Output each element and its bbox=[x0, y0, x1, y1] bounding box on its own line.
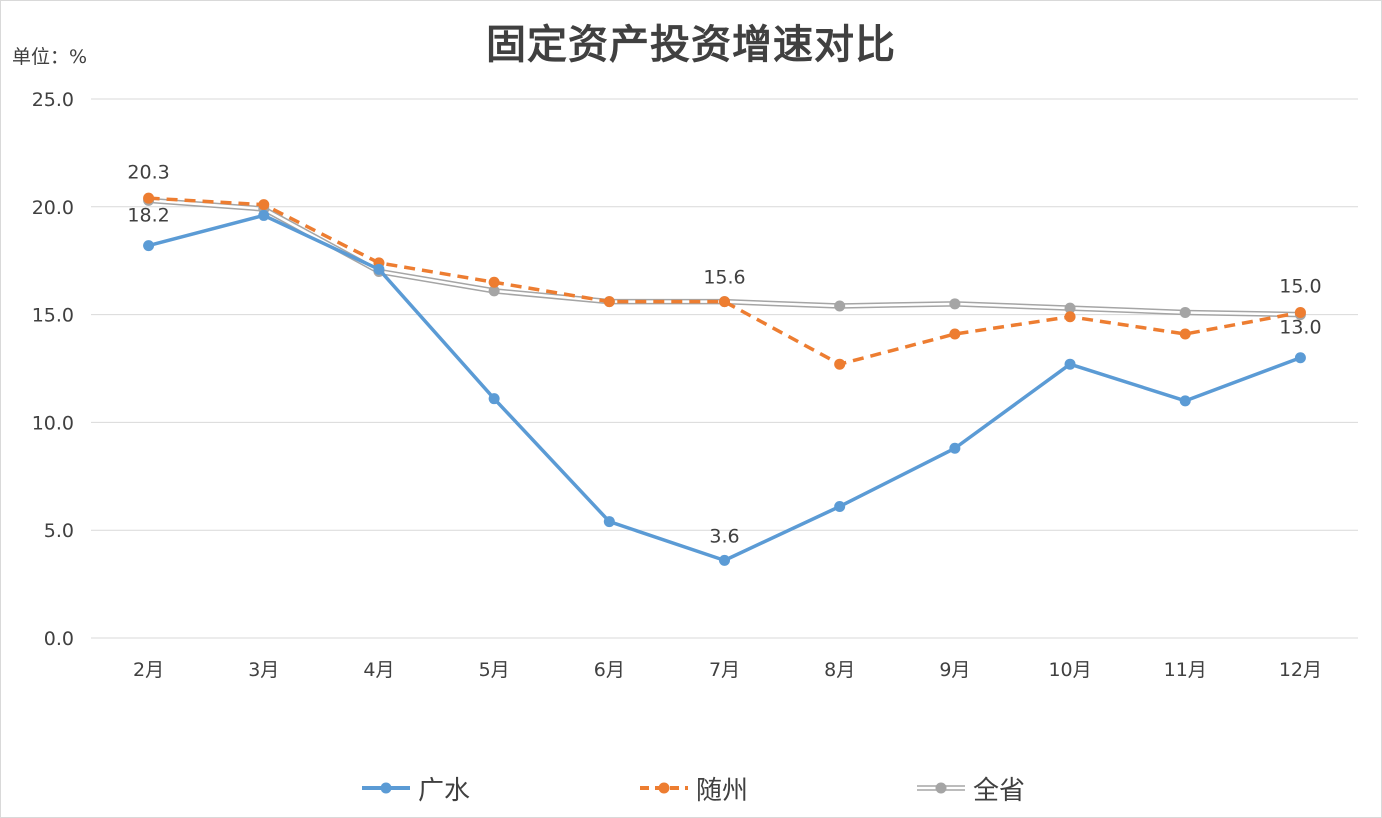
data-point bbox=[1064, 311, 1076, 323]
data-point bbox=[488, 393, 500, 405]
data-point bbox=[834, 300, 846, 312]
legend-label-quansheng: 全省 bbox=[973, 775, 1026, 806]
data-label: 13.0 bbox=[1279, 317, 1321, 339]
data-point bbox=[488, 276, 500, 288]
data-point bbox=[1294, 352, 1306, 364]
y-tick-label: 25.0 bbox=[32, 89, 74, 111]
x-tick-label: 3月 bbox=[248, 659, 279, 681]
legend-label-suizhou: 随州 bbox=[696, 775, 749, 806]
data-point bbox=[488, 285, 500, 297]
legend-marker-quansheng bbox=[917, 782, 965, 794]
legend-marker-guangshui bbox=[362, 782, 410, 794]
data-point bbox=[1179, 328, 1191, 340]
data-point bbox=[603, 296, 615, 308]
data-point bbox=[143, 240, 155, 252]
data-point bbox=[719, 554, 730, 566]
x-tick-label: 5月 bbox=[479, 659, 510, 681]
y-tick-label: 5.0 bbox=[44, 520, 74, 542]
data-label: 3.6 bbox=[709, 525, 739, 547]
legend: 广水 随州 全省 bbox=[0, 770, 1382, 806]
chart-title: 固定资产投资增速对比 bbox=[486, 21, 896, 68]
x-tick-label: 4月 bbox=[363, 659, 394, 681]
data-point bbox=[834, 500, 846, 512]
data-point bbox=[949, 298, 961, 310]
data-label: 15.6 bbox=[703, 267, 745, 289]
data-point bbox=[603, 516, 615, 528]
data-point bbox=[1179, 395, 1191, 407]
x-tick-label: 8月 bbox=[824, 659, 855, 681]
data-point bbox=[143, 192, 155, 204]
x-tick-label: 6月 bbox=[594, 659, 625, 681]
x-tick-label: 7月 bbox=[709, 659, 740, 681]
data-point bbox=[258, 199, 270, 211]
legend-item-quansheng: 全省 bbox=[917, 770, 1025, 806]
data-point bbox=[1294, 306, 1306, 318]
x-tick-label: 11月 bbox=[1164, 659, 1207, 681]
data-point bbox=[1179, 306, 1191, 318]
y-tick-label: 15.0 bbox=[32, 305, 74, 327]
y-tick-label: 10.0 bbox=[32, 412, 74, 434]
legend-label-guangshui: 广水 bbox=[418, 775, 471, 806]
data-point bbox=[949, 442, 961, 454]
legend-item-suizhou: 随州 bbox=[640, 770, 748, 806]
data-point bbox=[1064, 358, 1076, 370]
data-label: 20.3 bbox=[127, 161, 169, 183]
y-tick-label: 0.0 bbox=[44, 628, 74, 650]
data-label: 18.2 bbox=[127, 205, 169, 227]
data-point bbox=[719, 296, 730, 308]
data-label: 15.0 bbox=[1279, 276, 1321, 298]
unit-label: 单位：% bbox=[12, 46, 88, 68]
data-point bbox=[1064, 302, 1076, 314]
data-point bbox=[373, 263, 385, 275]
x-tick-label: 2月 bbox=[133, 659, 164, 681]
x-tick-label: 12月 bbox=[1279, 659, 1322, 681]
data-point bbox=[834, 358, 846, 370]
data-point bbox=[949, 328, 961, 340]
legend-marker-suizhou bbox=[640, 782, 688, 794]
y-tick-label: 20.0 bbox=[32, 197, 74, 219]
data-point bbox=[258, 209, 270, 221]
x-tick-label: 10月 bbox=[1048, 659, 1091, 681]
series-line-1 bbox=[148, 196, 1301, 366]
x-tick-label: 9月 bbox=[939, 659, 970, 681]
legend-item-guangshui: 广水 bbox=[362, 770, 470, 806]
